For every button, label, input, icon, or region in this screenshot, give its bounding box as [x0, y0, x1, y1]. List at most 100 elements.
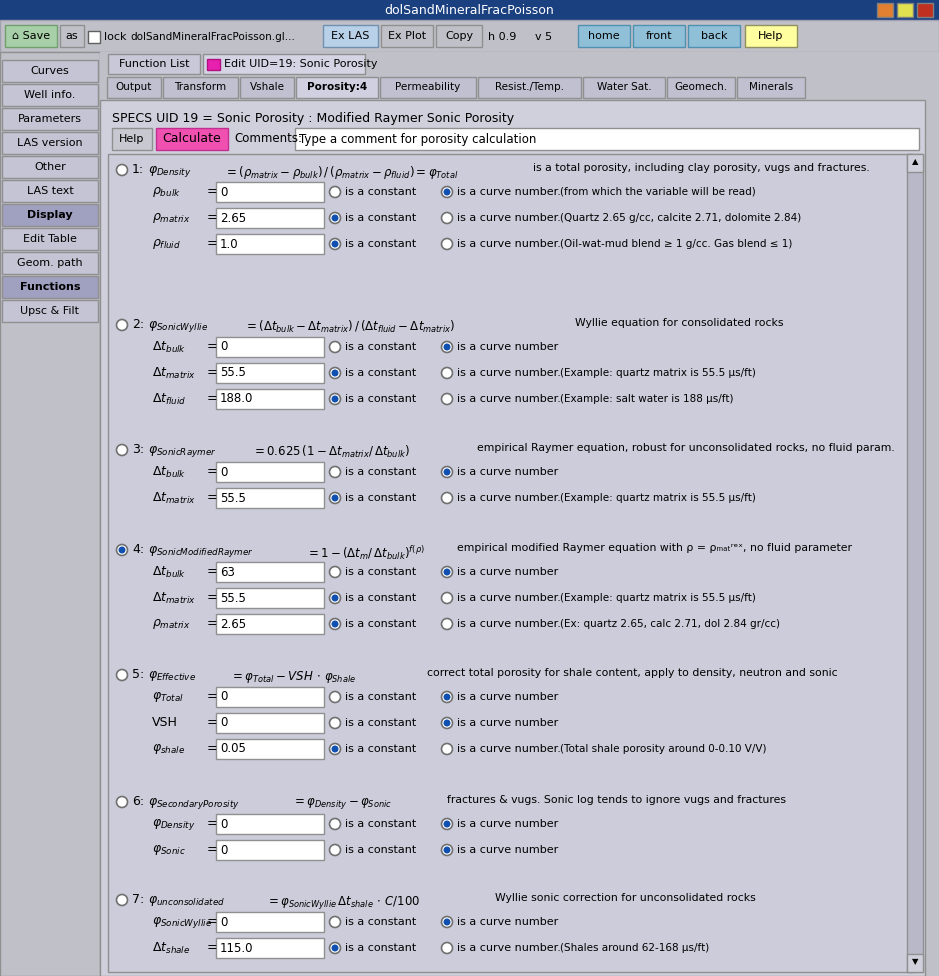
Bar: [0, 52, 100, 976]
Text: Transform: Transform: [175, 82, 226, 92]
Circle shape: [332, 747, 338, 752]
Text: $\Delta t_{shale}$: $\Delta t_{shale}$: [152, 941, 191, 956]
Bar: [216, 588, 324, 608]
Circle shape: [441, 213, 453, 224]
Text: $\varphi_{Sonic}$: $\varphi_{Sonic}$: [152, 843, 186, 857]
Text: is a constant: is a constant: [345, 342, 416, 352]
Text: =: =: [207, 367, 218, 380]
Bar: [216, 234, 324, 254]
Text: (Quartz 2.65 g/cc, calcite 2.71, dolomite 2.84): (Quartz 2.65 g/cc, calcite 2.71, dolomit…: [560, 213, 801, 223]
Text: 63: 63: [220, 565, 235, 579]
Text: $\Delta t_{bulk}$: $\Delta t_{bulk}$: [152, 465, 186, 479]
Text: 0.05: 0.05: [220, 743, 246, 755]
Text: (Ex: quartz 2.65, calc 2.71, dol 2.84 gr/cc): (Ex: quartz 2.65, calc 2.71, dol 2.84 gr…: [560, 619, 780, 629]
Text: Type a comment for porosity calculation: Type a comment for porosity calculation: [299, 133, 536, 145]
Text: 0: 0: [220, 818, 227, 831]
Text: Geomech.: Geomech.: [674, 82, 728, 92]
Circle shape: [330, 368, 341, 379]
Text: 188.0: 188.0: [220, 392, 254, 405]
Bar: [2, 180, 98, 202]
Circle shape: [444, 189, 450, 195]
Bar: [2, 228, 98, 250]
Bar: [667, 77, 735, 98]
Bar: [100, 76, 939, 100]
Text: as: as: [66, 31, 78, 41]
Circle shape: [444, 569, 450, 575]
Text: $= (\rho_{matrix} - \rho_{bulk})\,/\,(\rho_{matrix} - \rho_{fluid}) = \varphi_{T: $= (\rho_{matrix} - \rho_{bulk})\,/\,(\r…: [224, 164, 458, 181]
Text: is a total porosity, including clay porosity, vugs and fractures.: is a total porosity, including clay poro…: [526, 163, 870, 173]
Text: is a constant: is a constant: [345, 213, 416, 223]
Bar: [216, 363, 324, 383]
Text: $\varphi_{SecondaryPorosity}$: $\varphi_{SecondaryPorosity}$: [148, 796, 239, 811]
Circle shape: [444, 694, 450, 700]
Text: $\rho_{matrix}$: $\rho_{matrix}$: [152, 211, 191, 225]
Circle shape: [441, 692, 453, 703]
Text: is a curve number: is a curve number: [457, 567, 559, 577]
Bar: [907, 154, 923, 972]
Text: =: =: [207, 818, 218, 831]
Text: is a curve number: is a curve number: [457, 718, 559, 728]
Circle shape: [332, 945, 338, 951]
Circle shape: [330, 238, 341, 250]
Bar: [216, 562, 324, 582]
Text: is a curve number.: is a curve number.: [457, 619, 561, 629]
Text: Geom. path: Geom. path: [17, 258, 83, 268]
Text: is a curve number: is a curve number: [457, 845, 559, 855]
Text: front: front: [646, 31, 672, 41]
Circle shape: [116, 444, 128, 456]
Text: Porosity:4: Porosity:4: [307, 82, 367, 92]
Bar: [216, 208, 324, 228]
Circle shape: [330, 493, 341, 504]
Text: $\Delta t_{matrix}$: $\Delta t_{matrix}$: [152, 491, 196, 506]
Text: v 5: v 5: [535, 32, 552, 42]
Text: is a constant: is a constant: [345, 619, 416, 629]
Text: =: =: [207, 843, 218, 857]
Bar: [2, 276, 98, 298]
Text: is a curve number.: is a curve number.: [457, 187, 561, 197]
Bar: [108, 54, 200, 74]
Text: Curves: Curves: [31, 66, 69, 76]
Bar: [216, 938, 324, 958]
Text: =: =: [207, 743, 218, 755]
Text: 0: 0: [220, 690, 227, 704]
Bar: [688, 25, 740, 47]
Text: 2.65: 2.65: [220, 212, 246, 224]
Bar: [2, 60, 98, 82]
Circle shape: [441, 943, 453, 954]
Text: ▲: ▲: [912, 157, 918, 167]
Circle shape: [441, 566, 453, 578]
Text: is a constant: is a constant: [345, 187, 416, 197]
Circle shape: [116, 319, 128, 331]
Circle shape: [332, 370, 338, 376]
Text: $= \varphi_{SonicWyllie}\,\Delta t_{shale}\,\cdot\,C/100$: $= \varphi_{SonicWyllie}\,\Delta t_{shal…: [266, 894, 421, 911]
Text: $\varphi_{Total}$: $\varphi_{Total}$: [152, 690, 184, 704]
Bar: [380, 77, 476, 98]
Circle shape: [116, 670, 128, 680]
Text: VSH: VSH: [152, 716, 177, 729]
Text: 0: 0: [220, 716, 227, 729]
Bar: [163, 77, 238, 98]
Text: Calculate: Calculate: [162, 133, 222, 145]
Text: $\rho_{matrix}$: $\rho_{matrix}$: [152, 617, 191, 631]
Text: is a curve number: is a curve number: [457, 692, 559, 702]
Circle shape: [441, 819, 453, 830]
Circle shape: [330, 566, 341, 578]
Bar: [216, 488, 324, 508]
Text: $\varphi_{SonicWyllie}$: $\varphi_{SonicWyllie}$: [152, 915, 212, 929]
Text: 5:: 5:: [132, 668, 145, 681]
Text: (Example: quartz matrix is 55.5 μs/ft): (Example: quartz matrix is 55.5 μs/ft): [560, 593, 756, 603]
Circle shape: [330, 393, 341, 404]
Text: (from which the variable will be read): (from which the variable will be read): [560, 187, 756, 197]
Text: Well info.: Well info.: [24, 90, 76, 100]
Text: (Total shale porosity around 0-0.10 V/V): (Total shale porosity around 0-0.10 V/V): [560, 744, 766, 754]
Text: is a constant: is a constant: [345, 567, 416, 577]
Text: is a constant: is a constant: [345, 593, 416, 603]
Circle shape: [441, 493, 453, 504]
Text: (Example: salt water is 188 μs/ft): (Example: salt water is 188 μs/ft): [560, 394, 733, 404]
Text: =: =: [207, 690, 218, 704]
Text: Wyllie equation for consolidated rocks: Wyllie equation for consolidated rocks: [568, 318, 783, 328]
Bar: [2, 156, 98, 178]
Text: is a constant: is a constant: [345, 744, 416, 754]
Text: dolSandMineralFracPoisson: dolSandMineralFracPoisson: [384, 4, 554, 17]
Text: Wyllie sonic correction for unconsolidated rocks: Wyllie sonic correction for unconsolidat…: [488, 893, 756, 903]
